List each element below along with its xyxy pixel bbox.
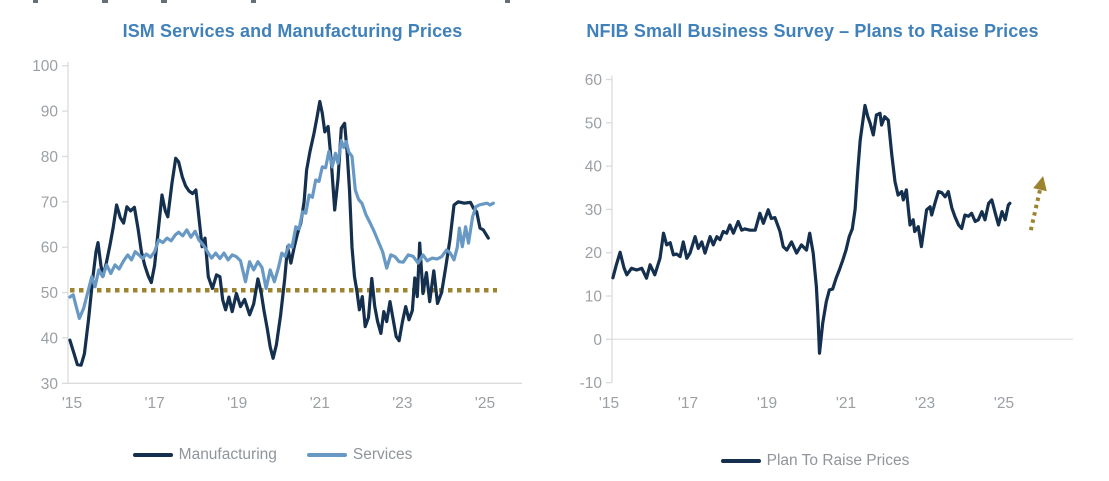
legend-item-plan-to-raise-prices: Plan To Raise Prices xyxy=(720,452,910,470)
legend-item-manufacturing: Manufacturing xyxy=(132,446,277,464)
legend-label: Services xyxy=(352,446,413,463)
y-tick-label: 20 xyxy=(585,245,603,262)
y-tick-label: 50 xyxy=(41,285,59,302)
legend-ism: Manufacturing Services xyxy=(0,446,545,464)
y-tick-label: 100 xyxy=(32,58,58,75)
chart-title-ism: ISM Services and Manufacturing Prices xyxy=(122,21,463,41)
ism-prices-chart: 100 90 80 70 60 50 40 30'15 '17 '19 '21 '23 '25 xyxy=(32,58,522,412)
x-tick-label: '25 xyxy=(475,395,495,412)
legend-line-swatch xyxy=(132,453,173,457)
y-tick-label: 80 xyxy=(41,149,59,166)
legend-line-swatch xyxy=(306,453,347,457)
y-tick-label: 60 xyxy=(585,72,603,89)
nfib-plans-chart: 60 50 40 30 20 10 0 -10 '15 '17 '19 '21 '23 '25 xyxy=(580,72,1073,412)
y-tick-label: 50 xyxy=(585,115,603,132)
x-tick-label: '21 xyxy=(310,395,330,412)
legend-label: Manufacturing xyxy=(178,446,277,463)
y-tick-label: 40 xyxy=(41,330,59,347)
y-tick-label: 90 xyxy=(41,104,59,121)
y-tick-label: 70 xyxy=(41,194,59,211)
x-tick-label: '17 xyxy=(678,395,698,412)
legend-label: Plan To Raise Prices xyxy=(766,452,910,469)
y-tick-label: 30 xyxy=(585,202,603,219)
cropped-text-fragment xyxy=(251,0,256,3)
trend-arrow-shaft xyxy=(1028,189,1042,231)
x-tick-label: '17 xyxy=(144,395,164,412)
x-tick-label: '23 xyxy=(392,395,412,412)
y-tick-label: 60 xyxy=(41,240,59,257)
x-tick-label: '19 xyxy=(757,395,777,412)
series-line-plan-to-raise-prices xyxy=(611,103,1012,355)
x-tick-label: '21 xyxy=(836,395,856,412)
x-tick-label: '25 xyxy=(994,395,1014,412)
cropped-text-fragment xyxy=(33,0,38,3)
series-line-manufacturing xyxy=(68,99,490,367)
x-tick-label: '19 xyxy=(227,395,247,412)
trend-arrow-head xyxy=(1033,176,1047,192)
x-tick-label: '23 xyxy=(915,395,935,412)
x-tick-label: '15 xyxy=(62,395,82,412)
cropped-text-fragment xyxy=(102,0,108,3)
x-tick-label: '15 xyxy=(599,395,619,412)
legend-nfib: Plan To Raise Prices xyxy=(560,452,1070,470)
legend-line-swatch xyxy=(720,459,761,463)
y-tick-label: 0 xyxy=(593,332,602,349)
cropped-text-fragment xyxy=(505,0,510,3)
y-tick-label: -10 xyxy=(580,375,603,392)
chart-title-nfib: NFIB Small Business Survey – Plans to Ra… xyxy=(586,21,1039,41)
legend-item-services: Services xyxy=(306,446,413,464)
y-tick-label: 10 xyxy=(585,289,603,306)
cropped-text-fragment xyxy=(161,0,167,3)
series-line-services xyxy=(68,138,495,320)
y-tick-label: 40 xyxy=(585,159,603,176)
y-tick-label: 30 xyxy=(41,376,59,393)
